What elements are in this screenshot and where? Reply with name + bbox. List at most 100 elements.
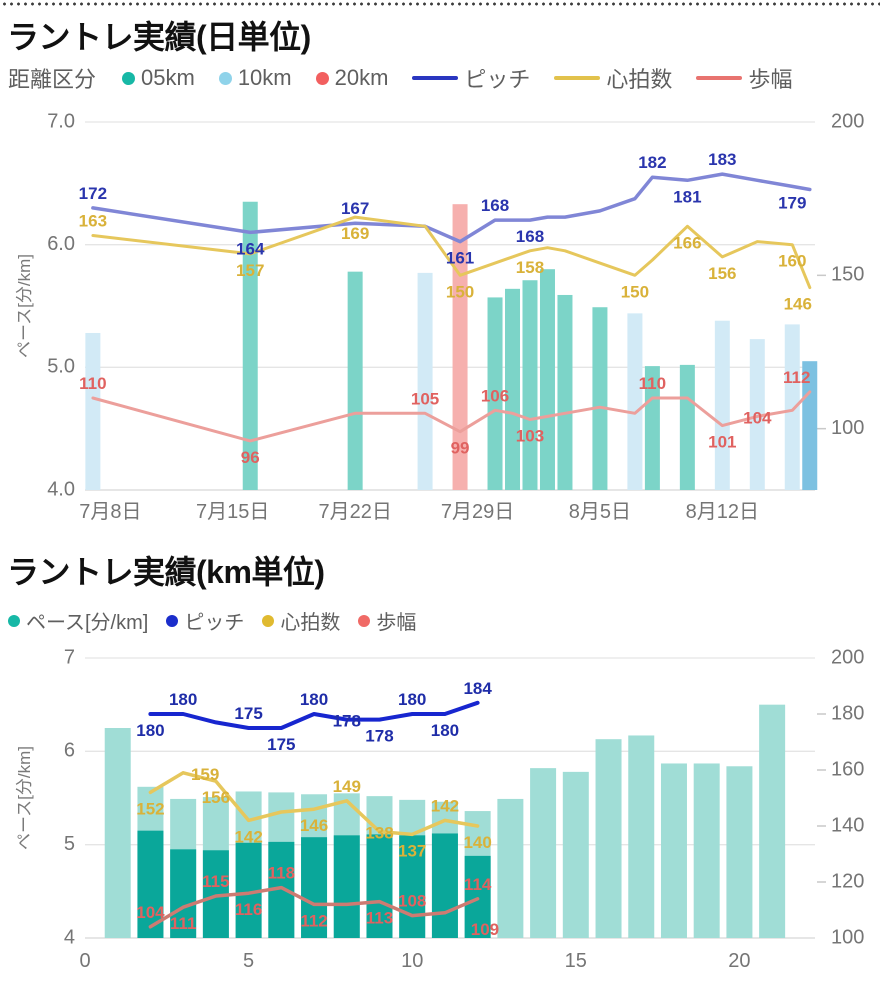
心拍数-data-label: 137 — [398, 841, 426, 860]
心拍数-data-label: 166 — [673, 233, 701, 252]
legend-item-10km[interactable]: 10km — [218, 65, 292, 91]
km-chart-legend: ペース[分/km] ピッチ 心拍数 歩幅 — [8, 606, 416, 635]
pace-bar-05km[interactable] — [505, 288, 521, 490]
y-right-tick: 200 — [831, 110, 864, 132]
legend-title: 距離区分 — [8, 67, 97, 92]
legend-item-心拍数[interactable]: 心拍数 — [262, 606, 340, 635]
pace-bar-avg[interactable] — [693, 763, 720, 938]
ピッチ-data-label: 164 — [236, 239, 265, 258]
x-axis-tick: 8月12日 — [686, 501, 759, 523]
legend-item-05km[interactable]: 05km — [122, 65, 195, 91]
pace-bar-10km[interactable] — [85, 332, 101, 490]
pace-bar-10km[interactable] — [784, 324, 800, 490]
pace-bar-avg[interactable] — [759, 704, 786, 938]
pace-bar-05km[interactable] — [592, 307, 608, 490]
legend-item-ピッチ[interactable]: ピッチ — [412, 62, 530, 94]
ピッチ-data-label: 180 — [398, 690, 426, 709]
legend-item-歩幅[interactable]: 歩幅 — [358, 606, 416, 635]
pace-bar-05km[interactable] — [347, 271, 363, 490]
歩幅-line[interactable] — [91, 390, 812, 443]
legend-item-ペース[分/km][interactable]: ペース[分/km] — [8, 606, 148, 635]
pace-bar-recent[interactable] — [333, 835, 360, 938]
y-right-tick: 100 — [831, 926, 864, 948]
歩幅-data-label: 114 — [464, 875, 492, 894]
pace-bar-05km[interactable] — [242, 201, 258, 490]
心拍数-data-label: 142 — [431, 796, 459, 815]
pace-bar-avg[interactable] — [595, 739, 622, 938]
y-left-tick: 5 — [64, 833, 75, 855]
pace-bar-recent[interactable] — [170, 849, 197, 938]
pace-bar-10km[interactable] — [714, 320, 730, 490]
pace-bar-05km[interactable] — [557, 294, 573, 490]
pace-bar-10km[interactable] — [627, 313, 643, 490]
心拍数-data-label: 157 — [236, 261, 264, 280]
pace-bar-05km[interactable] — [487, 297, 503, 490]
歩幅-data-label: 103 — [516, 426, 544, 445]
歩幅-line[interactable] — [148, 885, 480, 929]
ピッチ-data-label: 181 — [673, 187, 701, 206]
心拍数-data-label: 156 — [708, 264, 736, 283]
x-axis-tick: 7月29日 — [441, 501, 514, 523]
legend-item-label: 歩幅 — [748, 67, 793, 92]
ピッチ-data-label: 180 — [300, 690, 328, 709]
pace-bar-recent[interactable] — [301, 837, 328, 938]
ピッチ-line[interactable] — [91, 172, 812, 244]
legend-item-label: 心拍数 — [606, 67, 673, 92]
x-axis-tick: 7月15日 — [196, 501, 269, 523]
legend-item-ピッチ[interactable]: ピッチ — [166, 606, 244, 635]
心拍数-data-label: 159 — [191, 765, 219, 784]
pace-bar-avg[interactable] — [726, 766, 753, 938]
pace-bar-avg[interactable] — [104, 728, 131, 938]
歩幅-data-label: 110 — [79, 374, 106, 393]
legend-item-心拍数[interactable]: 心拍数 — [554, 62, 672, 94]
legend-dot-icon — [166, 614, 179, 627]
心拍数-line[interactable] — [91, 215, 812, 290]
歩幅-data-label: 112 — [783, 368, 810, 387]
pace-bar-10km[interactable] — [802, 361, 818, 490]
心拍数-line[interactable] — [148, 771, 480, 837]
legend-dot-icon — [218, 71, 232, 85]
歩幅-data-label: 116 — [235, 900, 262, 919]
daily-chart[interactable]: 7.0 6.0 5.0 4.0 200 150 100 ペース[分/km] 7月8日 7月15日 7… — [0, 100, 880, 540]
legend-dot-icon — [315, 71, 329, 85]
x-axis-tick: 8月5日 — [569, 501, 631, 523]
ピッチ-data-label: 178 — [365, 727, 393, 746]
pace-bar-05km[interactable] — [522, 280, 538, 490]
legend-dot-icon — [262, 614, 275, 627]
pace-bar-10km[interactable] — [749, 339, 765, 490]
心拍数-data-label: 138 — [365, 824, 393, 843]
legend-item-歩幅[interactable]: 歩幅 — [696, 62, 792, 94]
pace-bar-recent[interactable] — [431, 833, 458, 938]
x-axis-tick: 7月8日 — [79, 501, 141, 523]
ピッチ-data-label: 161 — [446, 249, 474, 268]
pace-bar-recent[interactable] — [366, 834, 393, 938]
legend-dot-icon — [122, 71, 136, 85]
pace-bar-10km[interactable] — [417, 272, 433, 490]
pace-bar-avg[interactable] — [530, 768, 557, 938]
心拍数-data-label: 156 — [202, 788, 230, 807]
y-right-tick: 160 — [831, 758, 864, 780]
pace-bar-20km[interactable] — [452, 204, 468, 490]
legend-item-20km[interactable]: 20km — [315, 65, 389, 91]
pace-bar-avg[interactable] — [660, 763, 687, 938]
心拍数-data-label: 163 — [79, 211, 107, 230]
y-left-tick: 5.0 — [47, 356, 75, 378]
pace-bar-avg[interactable] — [497, 798, 524, 938]
km-chart[interactable]: 7 6 5 4 200 180 160 140 120 100 ペース[分/km] 0 5 10 15 20 1… — [0, 628, 880, 989]
歩幅-data-label: 112 — [300, 911, 327, 930]
ピッチ-line[interactable] — [148, 700, 480, 730]
歩幅-data-label: 99 — [451, 439, 470, 458]
legend-item-label: 20km — [334, 65, 389, 90]
pace-bar-avg[interactable] — [562, 771, 589, 938]
心拍数-data-label: 140 — [463, 833, 491, 852]
y-right-tick: 200 — [831, 646, 864, 668]
pace-bar-05km[interactable] — [679, 364, 695, 490]
pace-bar-05km[interactable] — [539, 269, 555, 490]
y-axis-title: ペース[分/km] — [15, 746, 34, 850]
歩幅-data-label: 104 — [136, 903, 165, 922]
pace-bar-avg[interactable] — [628, 735, 655, 938]
心拍数-data-label: 146 — [784, 295, 812, 314]
y-left-tick: 6 — [64, 740, 75, 762]
pace-bar-recent[interactable] — [399, 835, 426, 938]
pace-bar-recent[interactable] — [464, 855, 491, 938]
